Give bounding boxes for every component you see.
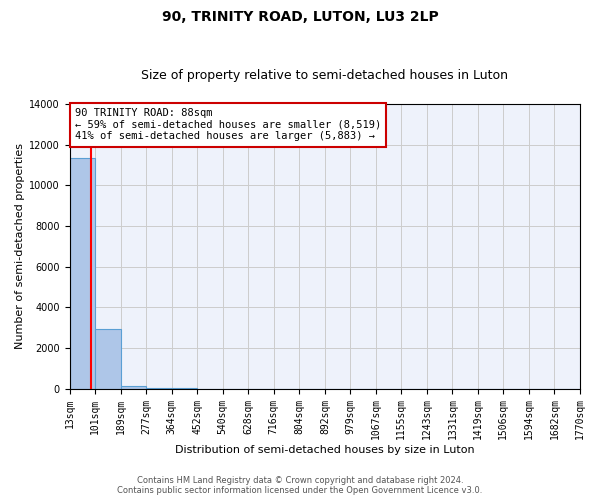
Y-axis label: Number of semi-detached properties: Number of semi-detached properties	[15, 144, 25, 350]
Text: 90 TRINITY ROAD: 88sqm
← 59% of semi-detached houses are smaller (8,519)
41% of : 90 TRINITY ROAD: 88sqm ← 59% of semi-det…	[75, 108, 381, 142]
Bar	[95, 328, 121, 388]
Text: 90, TRINITY ROAD, LUTON, LU3 2LP: 90, TRINITY ROAD, LUTON, LU3 2LP	[161, 10, 439, 24]
X-axis label: Distribution of semi-detached houses by size in Luton: Distribution of semi-detached houses by …	[175, 445, 475, 455]
Bar	[70, 158, 95, 388]
Text: Contains HM Land Registry data © Crown copyright and database right 2024.
Contai: Contains HM Land Registry data © Crown c…	[118, 476, 482, 495]
Bar	[121, 386, 146, 388]
Title: Size of property relative to semi-detached houses in Luton: Size of property relative to semi-detach…	[142, 69, 508, 82]
